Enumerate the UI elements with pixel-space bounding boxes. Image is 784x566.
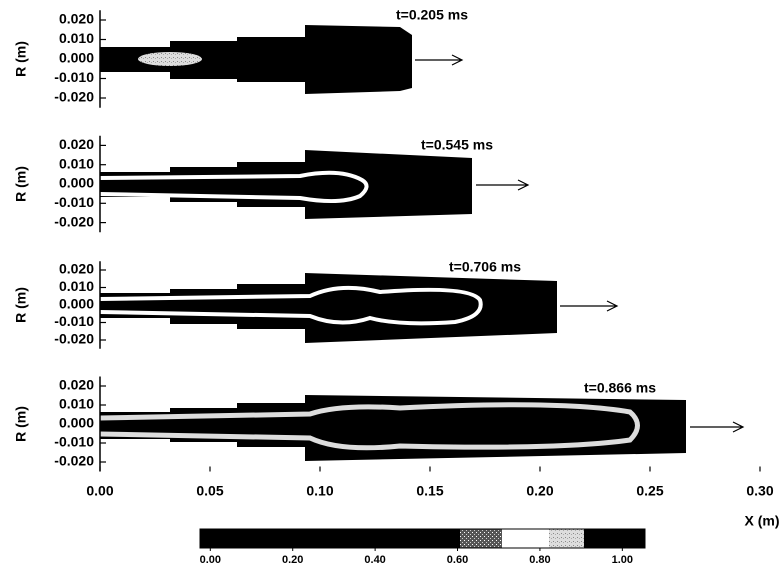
y-axis-label: R (m): [13, 41, 29, 77]
annotation: t=0.545 ms: [421, 137, 493, 153]
y-tick-label: 0.010: [59, 396, 94, 412]
y-tick-label: -0.010: [54, 194, 94, 210]
y-tick-label: 0.000: [59, 296, 94, 312]
y-axis-label: R (m): [13, 406, 29, 442]
y-tick-label: -0.010: [54, 434, 94, 450]
colorbar-tick-label: 0.20: [282, 554, 303, 566]
y-tick-label: -0.010: [54, 69, 94, 85]
y-tick-label: -0.020: [54, 89, 94, 105]
colorbar: [199, 528, 646, 549]
colorbar-tick-label: 1.00: [612, 554, 633, 566]
annotation: t=0.205 ms: [396, 7, 468, 23]
y-tick-label: 0.020: [59, 261, 94, 277]
y-tick-label: 0.020: [59, 11, 94, 27]
y-tick-label: -0.020: [54, 213, 94, 229]
x-tick-label: 0.15: [416, 483, 443, 499]
y-axis-label: R (m): [13, 166, 29, 202]
x-tick-label: 0.25: [636, 483, 663, 499]
x-tick-label: 0.05: [196, 483, 223, 499]
y-tick-label: 0.020: [59, 136, 94, 152]
y-tick-label: -0.020: [54, 453, 94, 469]
colorbar-tick-label: 0.80: [529, 554, 550, 566]
domains: [99, 25, 686, 461]
colorbar-tick-label: 0.00: [200, 554, 221, 566]
x-axis-label: X (m): [745, 513, 780, 529]
y-tick-label: -0.010: [54, 313, 94, 329]
x-tick-label: 0.10: [306, 483, 333, 499]
y-axis-label: R (m): [13, 287, 29, 323]
y-tick-label: 0.000: [59, 50, 94, 66]
arrows: [415, 54, 745, 433]
annotation: t=0.706 ms: [449, 259, 521, 275]
x-tick-label: 0.00: [86, 483, 113, 499]
y-tick-label: 0.000: [59, 415, 94, 431]
x-tick-label: 0.30: [746, 483, 773, 499]
y-tick-label: 0.010: [59, 155, 94, 171]
colorbar-tick-label: 0.40: [364, 554, 385, 566]
colorbar-tick-label: 0.60: [447, 554, 468, 566]
x-tick-label: 0.20: [526, 483, 553, 499]
y-tick-label: 0.020: [59, 377, 94, 393]
y-tick-label: 0.010: [59, 30, 94, 46]
y-tick-label: 0.000: [59, 175, 94, 191]
annotation: t=0.866 ms: [584, 380, 656, 396]
y-tick-label: -0.020: [54, 331, 94, 347]
y-tick-label: 0.010: [59, 278, 94, 294]
